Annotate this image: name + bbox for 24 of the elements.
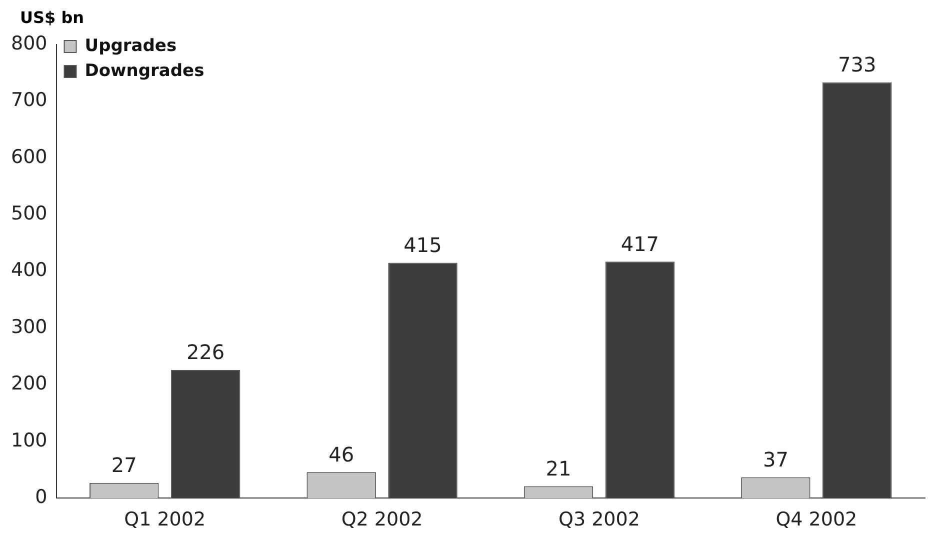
y-axis-title: US$ bn [19, 8, 86, 29]
data-label: 415 [404, 232, 442, 257]
data-label: 46 [328, 442, 354, 466]
legend-label: Downgrades [84, 60, 204, 81]
data-label: 21 [546, 456, 572, 480]
data-label: 417 [620, 232, 660, 256]
legend-label: Upgrades [84, 36, 177, 56]
data-label: 226 [186, 340, 225, 364]
y-tick-label: 100 [11, 429, 48, 452]
y-tick-label: 300 [11, 316, 48, 338]
y-tick-label: 700 [11, 89, 48, 112]
data-label: 37 [762, 447, 788, 472]
data-label: 733 [838, 52, 876, 77]
y-tick-label: 200 [11, 372, 48, 395]
y-tick-label: 400 [11, 259, 48, 282]
y-tick-label: 600 [11, 146, 48, 168]
x-tick-label: Q3 2002 [558, 508, 640, 531]
y-tick-label: 800 [11, 32, 48, 54]
x-tick-label: Q1 2002 [124, 508, 206, 531]
x-tick-label: Q2 2002 [341, 508, 423, 531]
y-tick-label: 500 [11, 202, 48, 225]
data-label: 27 [111, 453, 137, 478]
y-tick-label: 0 [35, 486, 48, 508]
x-tick-label: Q4 2002 [776, 508, 858, 531]
